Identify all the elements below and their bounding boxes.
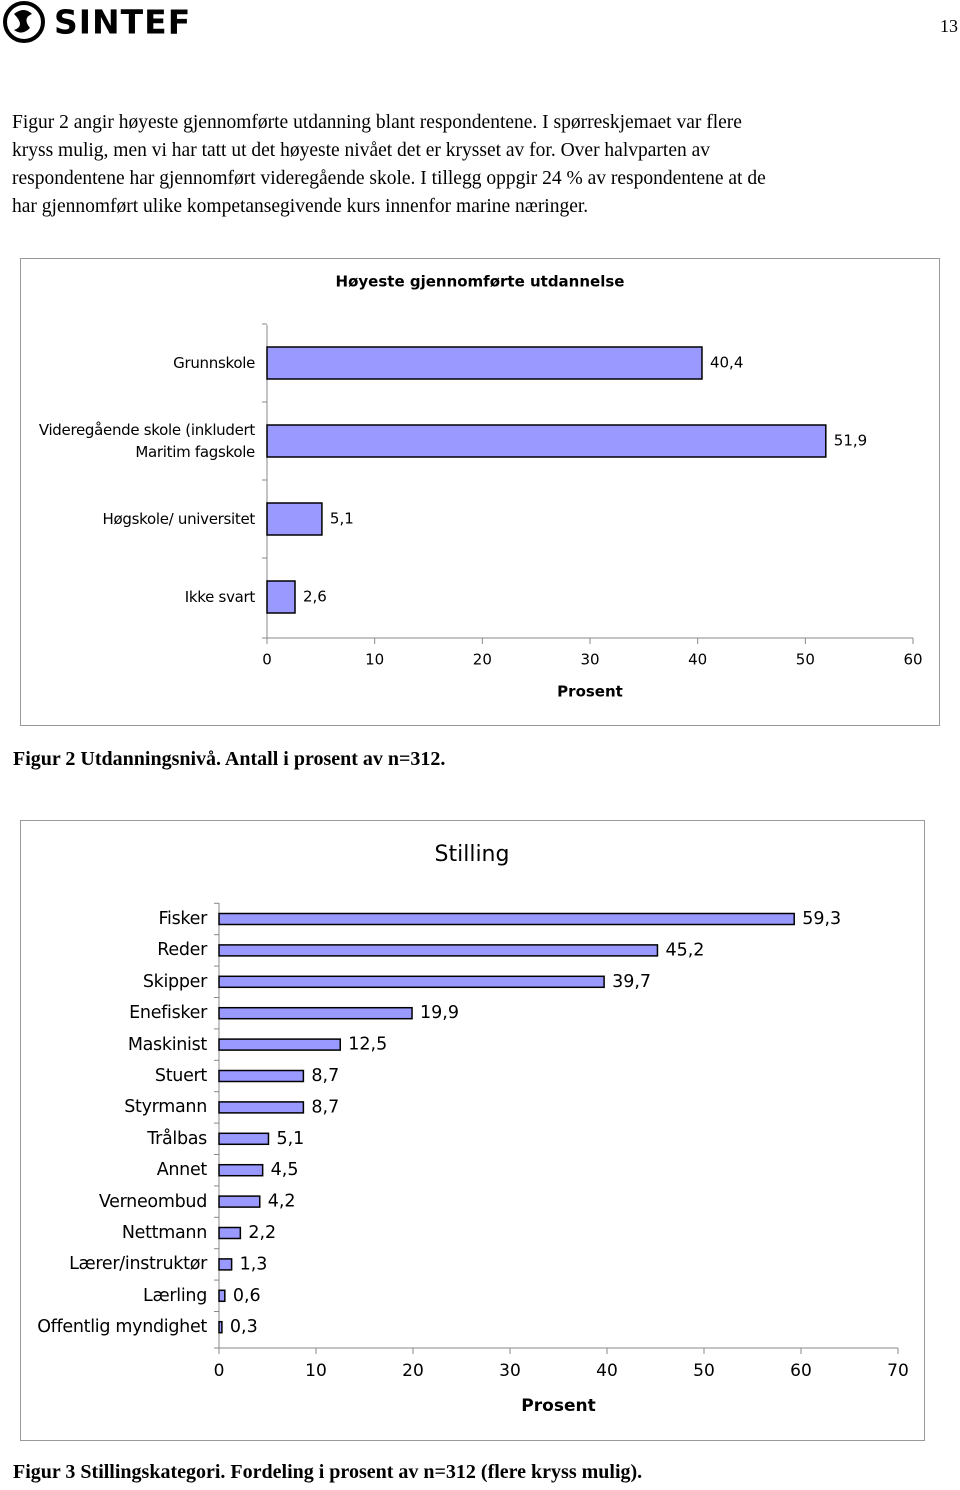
value-label: 4,2 [268,1192,296,1212]
y-tick-label: Stuert [154,1066,207,1086]
value-label: 45,2 [665,940,704,960]
y-tick-label: Lærer/instruktør [69,1254,207,1275]
x-tick-label: 40 [688,651,707,669]
chart-title: Høyeste gjennomførte utdannelse [336,273,625,291]
x-tick-label: 0 [214,1361,225,1381]
logo-text: SINTEF [54,3,191,42]
x-tick-label: 30 [499,1361,521,1381]
value-label: 59,3 [802,909,841,929]
y-tick-label: Enefisker [129,1003,207,1024]
bar [218,1163,264,1177]
paragraph-line: har gjennomført ulike kompetansegivende … [12,196,589,217]
logo-icon [3,1,45,43]
y-tick-label: Videregående skole (inkludert Maritim fa… [38,421,255,461]
x-tick-label: 60 [790,1361,812,1381]
value-label: 0,3 [230,1317,258,1337]
x-tick-label: 30 [580,651,599,669]
value-label: 4,5 [271,1160,299,1180]
x-tick-label: 20 [473,651,492,669]
x-axis-label: Prosent [521,1396,595,1416]
value-label: 12,5 [348,1035,387,1055]
value-label: 8,7 [311,1097,339,1117]
paragraph-line: respondentene har gjennomført videregåen… [12,168,766,189]
bar [266,346,703,380]
bar [218,1289,226,1303]
bar [218,1132,270,1146]
y-tick-label: Trålbas [147,1128,207,1149]
x-tick-label: 70 [887,1361,909,1381]
bar [266,502,323,536]
page-number: 13 [940,16,958,36]
figure-caption: Figur 2 Utdanningsnivå. Antall i prosent… [13,748,446,770]
y-tick-label: Annet [156,1160,208,1181]
y-tick-label: Nettmann [121,1223,207,1243]
y-tick-label: Skipper [142,971,207,992]
y-tick-label: Offentlig myndighet [37,1317,207,1338]
bar [218,1038,341,1051]
x-tick-label: 50 [796,651,815,669]
bar [218,1101,305,1114]
y-tick-label: Styrmann [124,1097,207,1118]
bar [218,912,795,926]
value-label: 5,1 [330,510,354,528]
x-tick-label: 10 [305,1361,327,1381]
y-tick-label: Verneombud [98,1191,207,1212]
value-label: 19,9 [420,1003,459,1023]
bar [266,580,296,614]
y-tick-label: Høgskole/ universitet [102,510,256,528]
bar [218,1258,233,1271]
y-tick-label: Ikke svart [184,588,256,606]
y-tick-label: Lærling [143,1285,207,1306]
x-tick-label: 0 [262,651,272,669]
x-tick-label: 40 [596,1361,618,1381]
value-label: 8,7 [311,1066,339,1086]
x-tick-label: 20 [402,1361,424,1381]
y-tick-label: Grunnskole [173,354,255,372]
paragraph-line: kryss mulig, men vi har tatt ut det høye… [12,140,711,161]
paragraph-line: Figur 2 angir høyeste gjennomførte utdan… [12,112,742,133]
chart-frame [20,820,925,1441]
x-tick-label: 10 [365,651,384,669]
x-tick-label: 50 [693,1361,715,1381]
bar [218,975,605,989]
value-label: 40,4 [710,354,743,372]
bar [218,944,659,957]
value-label: 0,6 [233,1286,261,1306]
bar [218,1226,242,1240]
value-label: 39,7 [612,972,651,992]
value-label: 2,2 [248,1223,276,1243]
x-axis-label: Prosent [557,683,623,701]
chart-frame [20,258,940,726]
value-label: 2,6 [303,588,327,606]
value-label: 1,3 [240,1254,268,1274]
figure-caption: Figur 3 Stillingskategori. Fordeling i p… [13,1461,643,1483]
bar [266,424,827,458]
x-tick-label: 60 [903,651,922,669]
y-tick-label: Reder [157,940,207,961]
bar [218,1195,261,1208]
bar [218,1320,223,1334]
value-label: 5,1 [276,1129,304,1149]
bar [218,1069,305,1083]
y-tick-label: Maskinist [127,1034,207,1055]
bar [218,1006,413,1020]
value-label: 51,9 [834,432,867,450]
y-tick-label: Fisker [158,909,208,929]
chart-title: Stilling [435,842,510,867]
